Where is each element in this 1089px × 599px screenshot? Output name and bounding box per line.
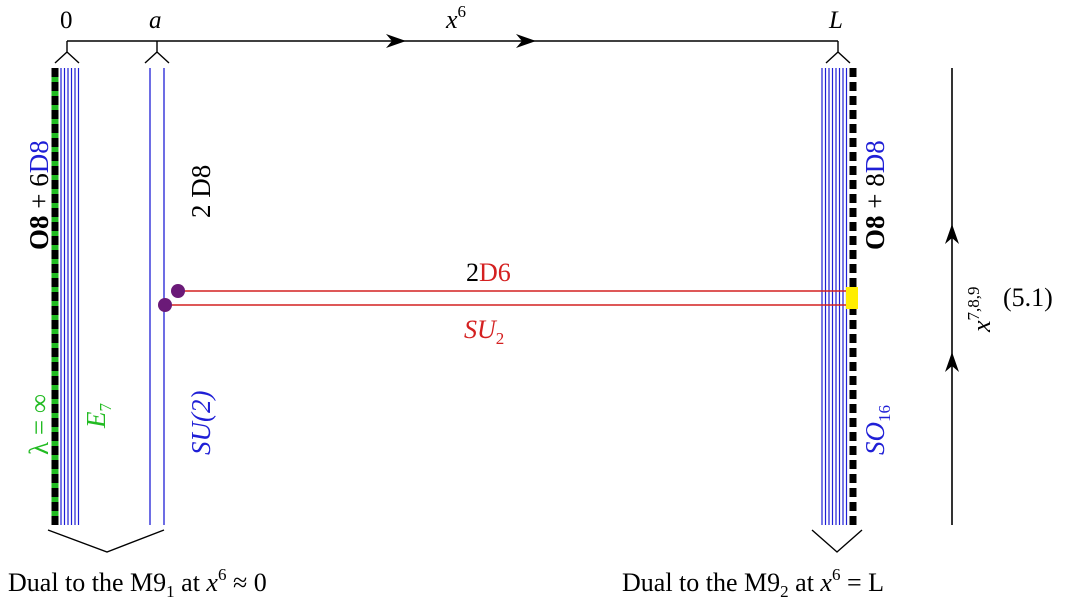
x789-axis-label: x7,8,9 — [964, 286, 996, 333]
tick-zero-mark — [54, 41, 80, 64]
d6-endpoint-1 — [171, 284, 185, 298]
x6-arrow-head-2 — [516, 34, 536, 48]
tick-zero-label: 0 — [60, 7, 73, 34]
so16-label: SO16 — [860, 405, 894, 455]
right-caption: Dual to the M92 at x6 = L — [622, 565, 884, 599]
d6-label: 2D6 — [466, 258, 511, 287]
d6-intersection-box — [846, 287, 858, 309]
tick-L-mark — [825, 41, 851, 64]
axis-tick-marks — [54, 41, 851, 64]
d6-branes — [165, 290, 848, 306]
middle-stack-label: 2 D8 — [186, 165, 216, 218]
tick-a-label: a — [149, 7, 162, 34]
e7-label: E7 — [81, 403, 115, 430]
right-bottom-brace — [811, 529, 863, 553]
x789-arrow-head-1 — [945, 224, 959, 244]
d6-group-label: SU2 — [464, 315, 504, 348]
x789-arrow-head-2 — [945, 352, 959, 372]
x6-axis: x6 0 a L — [60, 2, 843, 48]
x6-arrow-head-1 — [386, 34, 406, 48]
right-stack-label: O8 + 8D8 — [860, 140, 890, 250]
right-d8-stack — [821, 68, 848, 525]
left-stack-label: O8 + 6D8 — [24, 140, 54, 250]
tick-L-label: L — [828, 7, 843, 34]
d6-endpoint-2 — [158, 298, 172, 312]
left-bottom-brace — [47, 529, 165, 553]
su2-label: SU(2) — [186, 391, 216, 455]
equation-number: (5.1) — [1003, 283, 1053, 312]
lambda-label: λ = ∞ — [24, 394, 54, 455]
left-d8-stack — [60, 68, 80, 525]
x6-axis-label: x6 — [445, 2, 466, 34]
x789-axis: x7,8,9 — [945, 68, 996, 525]
tick-a-mark — [144, 41, 170, 64]
left-caption: Dual to the M91 at x6 ≈ 0 — [8, 565, 267, 599]
middle-d8-stack — [149, 68, 165, 525]
